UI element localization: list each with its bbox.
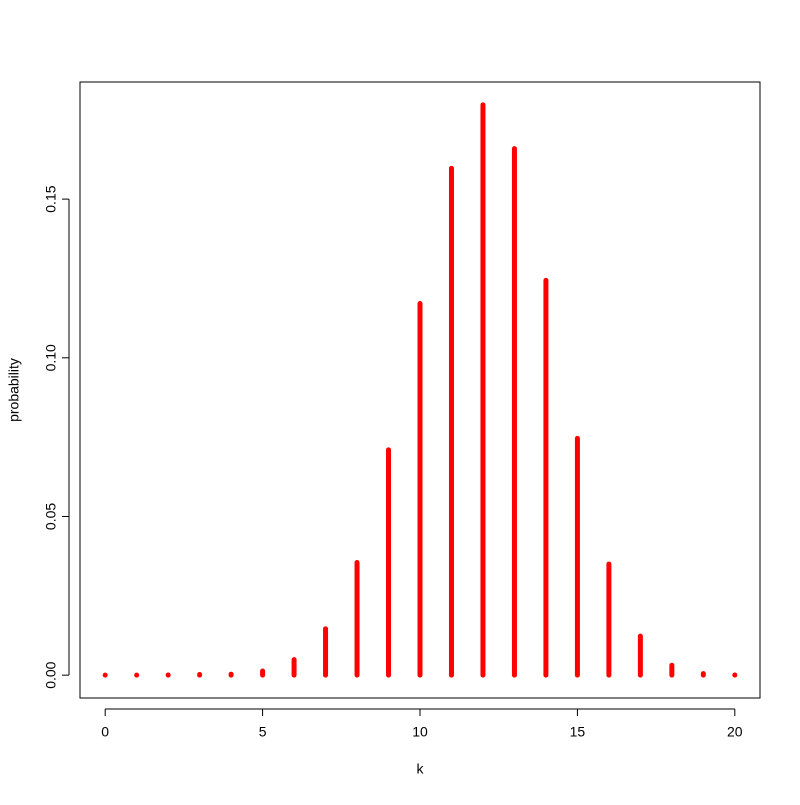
x-tick-label: 15 xyxy=(570,724,586,740)
y-tick-label: 0.05 xyxy=(43,503,59,530)
y-tick-label: 0.15 xyxy=(43,185,59,212)
y-tick-label: 0.00 xyxy=(43,661,59,688)
x-axis-label: k xyxy=(417,761,425,777)
x-tick-label: 5 xyxy=(259,724,267,740)
y-tick-label: 0.10 xyxy=(43,344,59,371)
y-axis-label: probability xyxy=(6,358,22,422)
x-tick-label: 20 xyxy=(727,724,743,740)
x-tick-label: 10 xyxy=(412,724,428,740)
x-tick-label: 0 xyxy=(101,724,109,740)
plot-frame xyxy=(79,81,761,699)
